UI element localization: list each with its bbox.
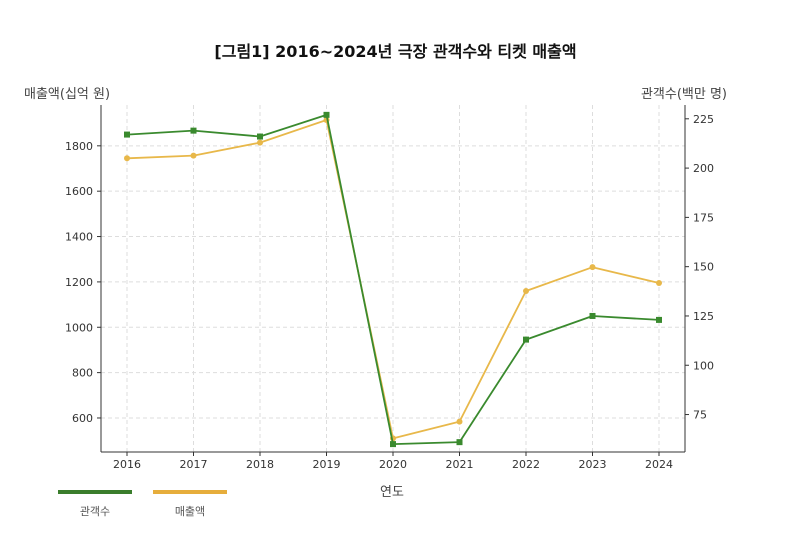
left-tick-label: 800 (72, 367, 93, 380)
data-point-audience (190, 127, 197, 134)
left-tick-label: 1800 (65, 140, 93, 153)
y-axis-right-label: 관객수(백만 명) (641, 87, 727, 102)
x-tick-label: 2019 (313, 458, 341, 471)
data-point-revenue (456, 418, 463, 425)
legend-label-revenue: 매출액 (175, 505, 205, 518)
data-point-revenue (124, 155, 130, 162)
left-tick-label: 600 (72, 412, 93, 425)
left-tick-label: 1200 (65, 276, 93, 289)
right-tick-labels: 75 100 125 150 175 200 225 (685, 113, 714, 422)
x-tick-label: 2018 (246, 458, 274, 471)
series-group (124, 111, 662, 448)
data-point-audience (257, 133, 263, 140)
data-point-audience (589, 312, 596, 319)
data-point-audience (523, 336, 529, 343)
x-tick-label: 2022 (512, 458, 540, 471)
left-tick-label: 1600 (65, 185, 93, 198)
data-point-audience (323, 111, 330, 118)
data-point-revenue (523, 287, 529, 294)
data-point-revenue (656, 280, 662, 287)
chart-title: [그림1] 2016~2024년 극장 관객수와 티켓 매출액 (214, 42, 577, 61)
right-tick-label: 125 (693, 310, 714, 323)
x-tick-label: 2023 (579, 458, 607, 471)
left-tick-label: 1000 (65, 321, 93, 334)
legend-label-audience: 관객수 (80, 505, 110, 518)
x-tick-label: 2017 (180, 458, 208, 471)
right-tick-label: 200 (693, 162, 714, 175)
x-tick-label: 2020 (379, 458, 407, 471)
grid-lines (101, 105, 685, 452)
data-point-revenue (257, 139, 263, 146)
y-axis-left-label: 매출액(십억 원) (24, 87, 110, 102)
x-axis-label: 연도 (380, 485, 404, 500)
x-tick-label: 2024 (645, 458, 673, 471)
right-tick-label: 225 (693, 113, 714, 126)
right-tick-label: 175 (693, 211, 714, 224)
data-point-audience (456, 439, 463, 446)
data-point-audience (124, 131, 130, 138)
x-tick-label: 2021 (446, 458, 474, 471)
data-point-revenue (190, 152, 197, 159)
data-point-audience (656, 316, 662, 323)
data-point-audience (390, 441, 396, 448)
legend: 관객수 매출액 (58, 490, 227, 518)
left-tick-labels: 600 800 1000 1200 1400 1600 1800 (65, 140, 101, 425)
left-tick-label: 1400 (65, 231, 93, 244)
x-tick-labels: 2016 2017 2018 2019 2020 2021 2022 2023 2024 (113, 452, 673, 471)
series-line-revenue (126, 119, 660, 440)
x-tick-label: 2016 (113, 458, 141, 471)
right-tick-label: 100 (693, 359, 714, 372)
right-tick-label: 75 (693, 409, 707, 422)
right-tick-label: 150 (693, 261, 714, 274)
data-point-revenue (589, 264, 596, 271)
